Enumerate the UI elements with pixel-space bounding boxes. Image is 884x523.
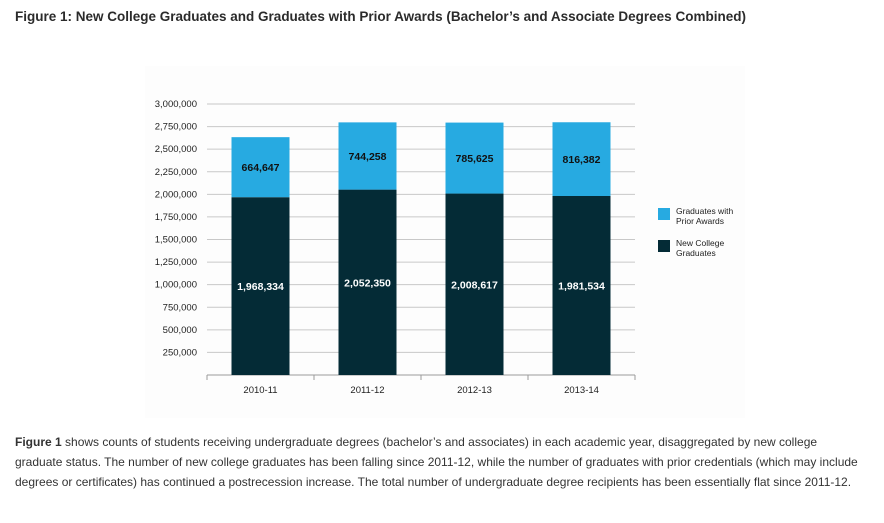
bar-segment xyxy=(445,122,504,194)
y-tick-label: 2,750,000 xyxy=(155,122,197,133)
y-tick-label: 2,500,000 xyxy=(155,144,197,155)
figure-caption: Figure 1 shows counts of students receiv… xyxy=(15,432,865,492)
stacked-bar-chart: 250,000 500,000 750,000 1,000,000 1,250,000 1… xyxy=(155,99,734,396)
data-label: 1,981,534 xyxy=(558,281,605,293)
data-label: 2,052,350 xyxy=(344,277,391,289)
legend-swatch xyxy=(658,208,670,220)
data-label: 1,968,334 xyxy=(237,281,284,293)
y-tick-label: 2,250,000 xyxy=(155,167,197,178)
chart-area: 250,000 500,000 750,000 1,000,000 1,250,000 1… xyxy=(145,66,745,418)
data-label: 2,008,617 xyxy=(451,279,498,291)
x-tick-label: 2010-11 xyxy=(243,385,277,396)
data-label: 744,258 xyxy=(349,151,387,163)
y-tick-label: 1,750,000 xyxy=(155,212,197,223)
x-tick-label: 2011-12 xyxy=(350,385,384,396)
bar-segment xyxy=(338,189,397,375)
y-tick-label: 500,000 xyxy=(163,325,197,336)
data-label: 816,382 xyxy=(563,154,601,166)
y-tick-label: 1,000,000 xyxy=(155,280,197,291)
figure-title: Figure 1: New College Graduates and Grad… xyxy=(15,9,746,24)
legend-label: Graduates with xyxy=(676,206,733,216)
y-tick-label: 1,500,000 xyxy=(155,235,197,246)
caption-lead: Figure 1 xyxy=(15,435,62,449)
bar-segment xyxy=(231,197,290,375)
legend-label: New College xyxy=(676,238,724,248)
legend-label: Graduates xyxy=(676,248,716,258)
y-tick-label: 750,000 xyxy=(163,302,197,313)
legend-label: Prior Awards xyxy=(676,216,724,226)
x-tick-label: 2012-13 xyxy=(457,385,492,396)
bar-segment xyxy=(338,122,397,190)
bar-segment xyxy=(445,193,504,375)
y-tick-label: 2,000,000 xyxy=(155,189,197,200)
y-tick-label: 250,000 xyxy=(163,347,197,358)
caption-text: shows counts of students receiving under… xyxy=(15,435,858,489)
data-label: 785,625 xyxy=(456,153,494,165)
legend-swatch xyxy=(658,240,670,252)
y-tick-label: 3,000,000 xyxy=(155,99,197,110)
data-label: 664,647 xyxy=(242,162,280,174)
bar-segment xyxy=(552,122,611,197)
bar-segment xyxy=(552,196,611,375)
bar-segment xyxy=(231,137,290,198)
x-tick-label: 2013-14 xyxy=(564,385,599,396)
y-tick-label: 1,250,000 xyxy=(155,257,197,268)
